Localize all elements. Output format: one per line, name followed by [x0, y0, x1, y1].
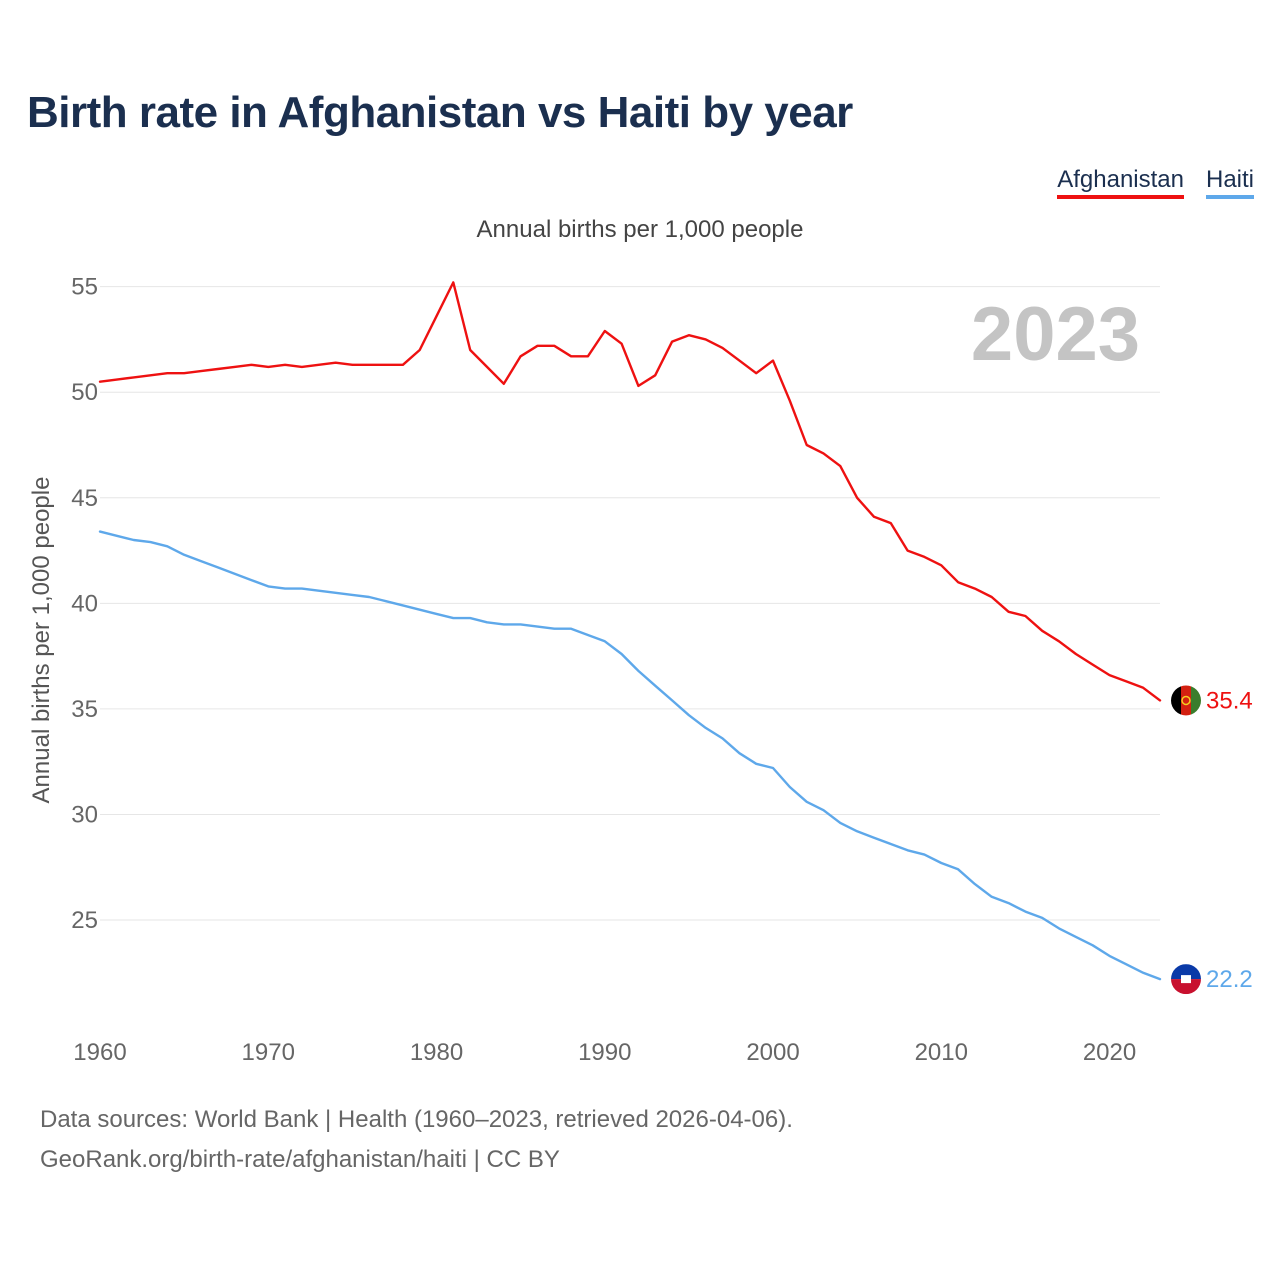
chart-title: Birth rate in Afghanistan vs Haiti by ye…: [27, 88, 853, 137]
y-axis-title: Annual births per 1,000 people: [28, 476, 55, 804]
y-tick-label-35: 35: [71, 696, 98, 723]
y-tick-label-50: 50: [71, 379, 98, 406]
afghanistan-flag-icon: [1171, 685, 1201, 716]
x-tick-label-1980: 1980: [410, 1039, 463, 1066]
data-source-line: Data sources: World Bank | Health (1960–…: [40, 1106, 793, 1133]
y-tick-label-25: 25: [71, 907, 98, 934]
legend-item-haiti[interactable]: Haiti: [1205, 166, 1254, 199]
y-tick-label-40: 40: [71, 590, 98, 617]
year-watermark: 2023: [971, 292, 1140, 377]
x-tick-label-2000: 2000: [746, 1039, 799, 1066]
x-tick-label-1970: 1970: [242, 1039, 295, 1066]
legend: Afghanistan Haiti: [1057, 166, 1254, 199]
x-tick-label-2020: 2020: [1083, 1039, 1136, 1066]
x-tick-label-1990: 1990: [578, 1039, 631, 1066]
x-tick-label-2010: 2010: [915, 1039, 968, 1066]
legend-item-afghanistan[interactable]: Afghanistan: [1057, 166, 1184, 199]
y-tick-label-30: 30: [71, 801, 98, 828]
chart-subtitle: Annual births per 1,000 people: [476, 216, 804, 243]
x-tick-label-1960: 1960: [73, 1039, 126, 1066]
haiti-flag-icon: [1171, 964, 1201, 995]
attribution-line: GeoRank.org/birth-rate/afghanistan/haiti…: [40, 1146, 560, 1173]
end-value-label-haiti: 22.2: [1206, 966, 1253, 993]
series-line-haiti: [98, 530, 1162, 981]
y-tick-label-45: 45: [71, 485, 98, 512]
y-tick-label-55: 55: [71, 274, 98, 301]
end-value-label-afghanistan: 35.4: [1206, 687, 1253, 714]
series-line-afghanistan: [98, 281, 1162, 702]
